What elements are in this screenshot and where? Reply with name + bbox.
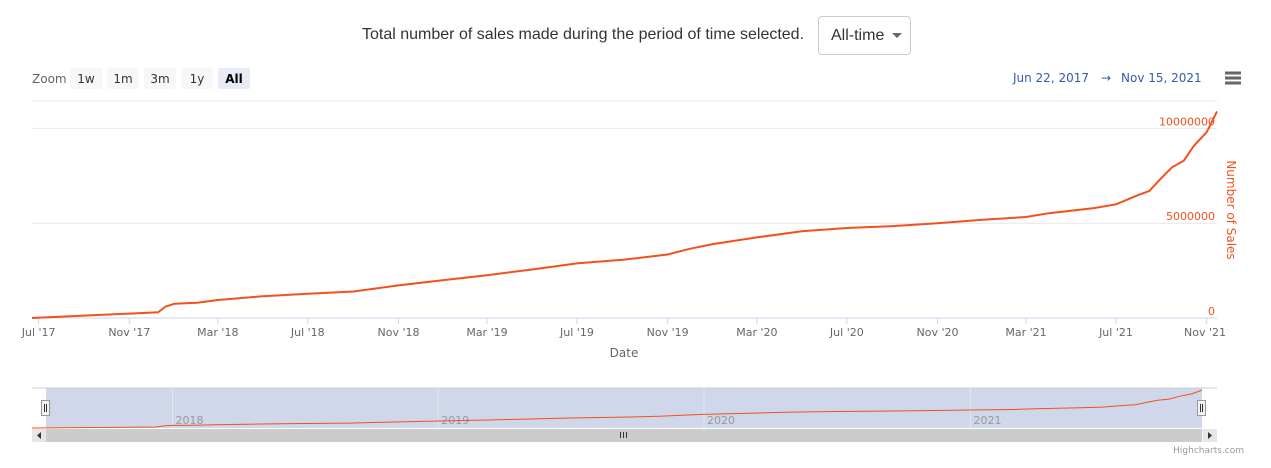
x-tick-label: Jul '18 — [290, 326, 325, 339]
zoom-button-label: All — [225, 72, 243, 86]
x-tick-label: Mar '20 — [736, 326, 777, 339]
zoom-button-all[interactable]: All — [218, 68, 250, 89]
zoom-button-1w[interactable]: 1w — [70, 68, 102, 89]
range-selector: Zoom 1w 1m 3m 1y All Jun 22, 2017 → Nov 15, … — [32, 68, 1202, 89]
navigator-tick-label: 2021 — [973, 414, 1001, 427]
navigator-mask — [46, 388, 1202, 428]
header: Total number of sales made during the pe… — [0, 16, 1271, 57]
range-arrow: → — [1101, 71, 1111, 85]
credits[interactable]: Highcharts.com — [1173, 446, 1244, 456]
period-description: Total number of sales made during the pe… — [362, 26, 805, 43]
navigator-right-handle[interactable] — [1197, 400, 1206, 416]
navigator-tick-label: 2020 — [707, 414, 735, 427]
series-line — [31, 110, 1218, 319]
zoom-button-label: 1w — [77, 72, 95, 86]
zoom-button-label: 3m — [150, 72, 169, 86]
y-tick-label: 5000000 — [1166, 210, 1215, 223]
navigator-tick-label: 2018 — [176, 414, 204, 427]
range-to-date[interactable]: Nov 15, 2021 — [1121, 71, 1202, 85]
y-axis-title: Number of Sales — [1224, 160, 1238, 259]
period-select[interactable]: All-time — [818, 16, 911, 55]
scrollbar-left-arrow-icon[interactable] — [32, 429, 46, 442]
zoom-buttons: 1w 1m 3m 1y All — [70, 68, 250, 89]
x-axis-ticks: Jul '17 Nov '17 Mar '18 Jul '18 Nov '18 Mar '… — [21, 318, 1226, 339]
zoom-button-label: 1y — [190, 72, 205, 86]
range-from-date[interactable]: Jun 22, 2017 — [1012, 71, 1089, 85]
x-tick-label: Jul '20 — [829, 326, 864, 339]
zoom-button-label: 1m — [113, 72, 132, 86]
x-axis-title: Date — [610, 346, 639, 360]
period-select-value: All-time — [831, 27, 885, 44]
x-tick-label: Mar '18 — [197, 326, 238, 339]
navigator[interactable]: 2018 2019 2020 2021 — [31, 387, 1217, 429]
zoom-button-3m[interactable]: 3m — [144, 68, 176, 89]
x-tick-label: Jul '17 — [21, 326, 56, 339]
x-tick-label: Nov '18 — [377, 326, 419, 339]
navigator-ticks: 2018 2019 2020 2021 — [172, 388, 1001, 428]
x-tick-label: Mar '21 — [1005, 326, 1046, 339]
x-tick-label: Nov '17 — [108, 326, 150, 339]
zoom-button-1m[interactable]: 1m — [107, 68, 139, 89]
y-tick-label: 10000000 — [1159, 115, 1215, 128]
zoom-button-1y[interactable]: 1y — [181, 68, 213, 89]
navigator-left-handle[interactable] — [41, 400, 50, 416]
y-axis-ticks: 0 5000000 10000000 — [1159, 115, 1215, 318]
x-tick-label: Nov '20 — [917, 326, 959, 339]
caret-down-icon — [892, 33, 902, 38]
hamburger-menu-icon[interactable] — [1220, 68, 1244, 90]
y-tick-label: 0 — [1208, 305, 1215, 318]
x-tick-label: Jul '19 — [559, 326, 594, 339]
x-tick-label: Nov '19 — [647, 326, 689, 339]
zoom-label: Zoom — [32, 72, 67, 86]
x-tick-label: Nov '21 — [1184, 326, 1226, 339]
x-tick-label: Mar '19 — [466, 326, 507, 339]
scrollbar[interactable] — [32, 429, 1217, 442]
scrollbar-right-arrow-icon[interactable] — [1203, 429, 1217, 442]
plot-area: Jul '17 Nov '17 Mar '18 Jul '18 Nov '18 Mar '… — [21, 100, 1238, 360]
gridlines — [32, 100, 1217, 224]
navigator-series-line — [31, 389, 1203, 429]
x-tick-label: Jul '21 — [1098, 326, 1133, 339]
